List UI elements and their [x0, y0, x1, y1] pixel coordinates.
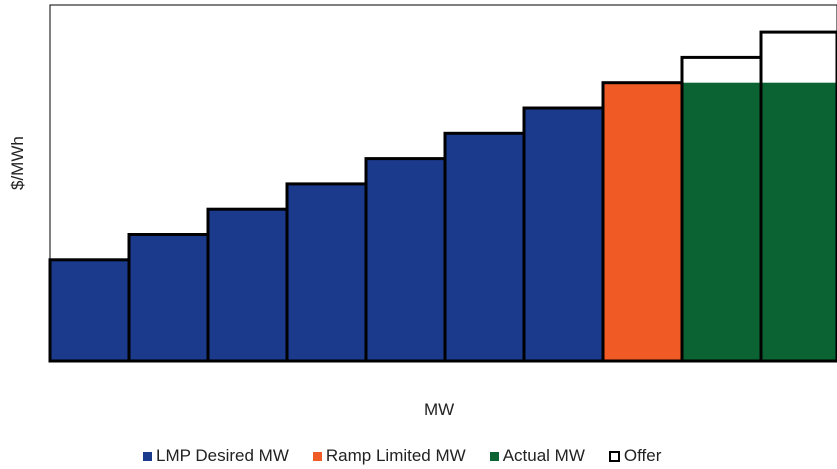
- legend-label-ramp-limited: Ramp Limited MW: [325, 446, 466, 465]
- bars-group: [48, 30, 837, 363]
- lmp-desired-mw-bar-5: [366, 158, 445, 361]
- legend-item-ramp-limited: Ramp Limited MW: [312, 446, 466, 466]
- ramp-limited-mw-bar-8: [603, 82, 682, 361]
- y-axis-label: $/MWh: [8, 136, 27, 190]
- lmp-desired-mw-bar-7: [524, 108, 603, 361]
- legend-item-actual: Actual MW: [489, 446, 585, 466]
- legend-label-offer: Offer: [623, 446, 662, 465]
- actual-mw-bar-10: [761, 82, 837, 361]
- lmp-desired-mw-bar-6: [445, 133, 524, 361]
- legend-swatch-ramp-limited: [312, 451, 322, 461]
- legend-swatch-lmp-desired: [143, 451, 152, 461]
- lmp-desired-mw-bar-2: [129, 234, 208, 361]
- actual-mw-bar-9: [682, 82, 761, 361]
- legend-item-lmp-desired: LMP Desired MW: [143, 446, 289, 466]
- legend-swatch-offer: [608, 450, 620, 462]
- lmp-desired-mw-bar-1: [50, 259, 129, 361]
- legend-swatch-actual: [489, 451, 499, 461]
- legend-item-offer: Offer: [608, 446, 662, 466]
- legend-label-actual: Actual MW: [502, 446, 585, 465]
- lmp-desired-mw-bar-3: [208, 209, 287, 361]
- lmp-desired-mw-bar-4: [287, 183, 366, 361]
- legend-label-lmp-desired: LMP Desired MW: [156, 446, 289, 465]
- x-axis-label: MW: [424, 400, 455, 419]
- legend: LMP Desired MW Ramp Limited MW Actual MW…: [143, 446, 661, 466]
